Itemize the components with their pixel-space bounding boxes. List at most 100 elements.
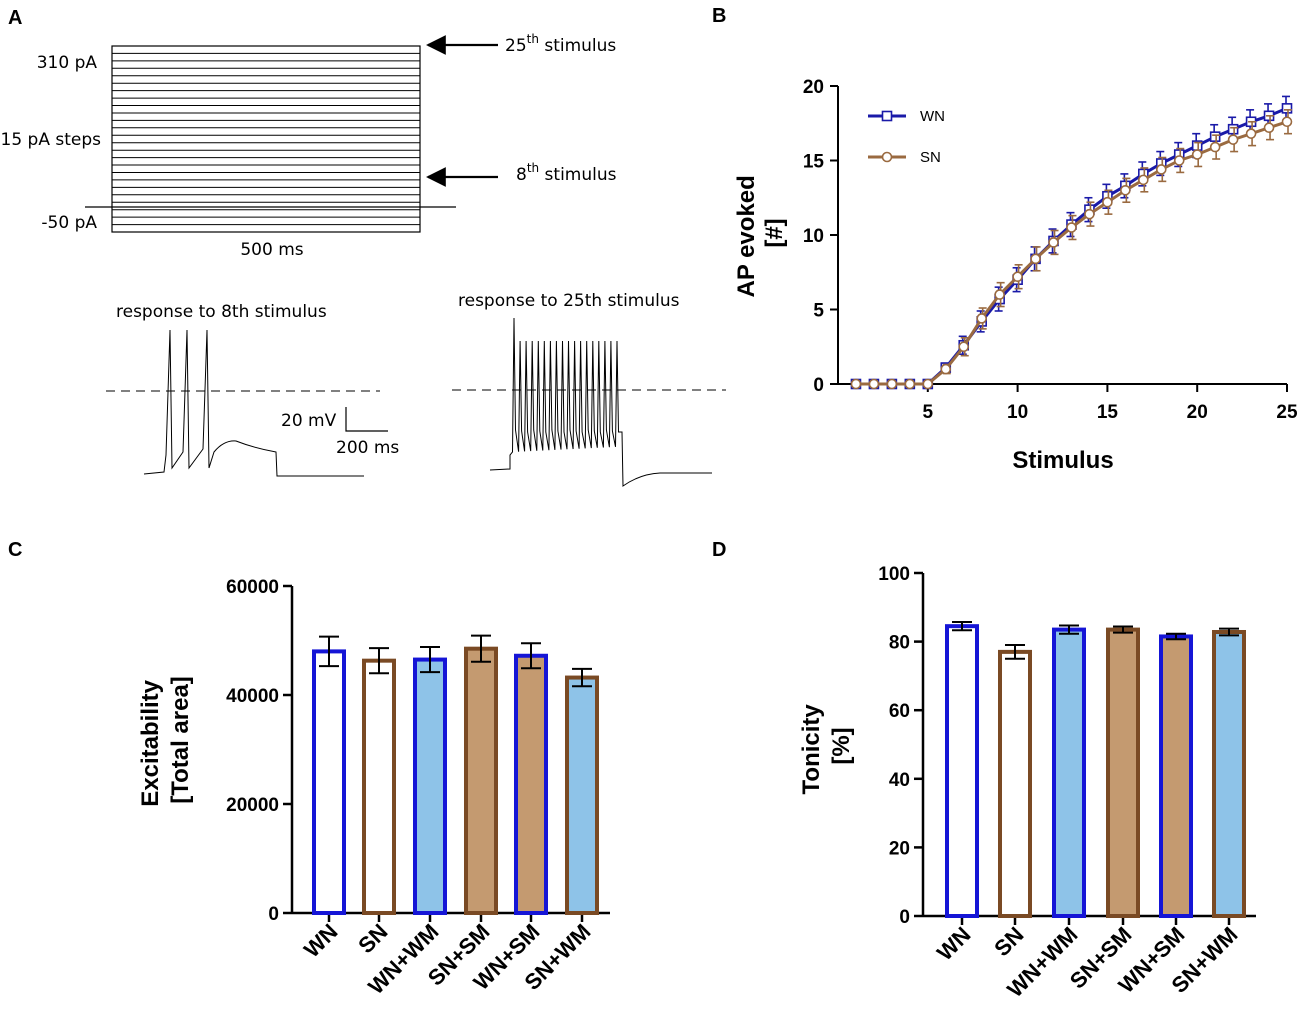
b-y-tick-label: 0: [813, 375, 824, 396]
b-point-sn: [886, 378, 898, 390]
c-y-tick-label: 0: [268, 904, 279, 925]
excitability-bars: [312, 634, 599, 916]
arrow-25th-label: 25th stimulus: [505, 32, 616, 56]
d-y-tick-label: 40: [889, 770, 910, 791]
stimulus-protocol-diagram: 310 pA 15 pA steps -50 pA 500 ms 25th st…: [1, 32, 617, 260]
ap-evoked-line-chart: 0 5 10 15 20 5 10 15 20 25 WN SN Stimulus AP evoke…: [733, 77, 1298, 474]
scale-time-label: 200 ms: [336, 438, 399, 458]
b-point-sn: [922, 378, 934, 390]
c-bar-wn-plus-sm: [514, 653, 548, 915]
b-point-sn: [1138, 174, 1149, 186]
b-point-sn: [1120, 185, 1131, 196]
b-point-sn: [1281, 116, 1293, 128]
c-bar-sn-plus-sm: [464, 646, 498, 915]
scale-bar: [345, 407, 388, 432]
c-y-tick-label: 60000: [226, 577, 279, 598]
protocol-box: [111, 45, 421, 233]
b-point-wn: [1281, 103, 1293, 114]
ap-evoked-legend: WN SN: [868, 108, 945, 166]
c-bar-wn-plus-wm: [413, 657, 447, 916]
b-legend-label-sn: SN: [920, 149, 941, 166]
step-size-label: 15 pA steps: [1, 130, 102, 150]
b-point-sn: [1030, 253, 1041, 265]
trace-25th-stimulus: [489, 317, 712, 487]
b-point-sn: [1048, 237, 1059, 248]
b-point-sn: [976, 313, 987, 324]
d-bar-sn: [998, 649, 1032, 918]
protocol-step-lines: [112, 52, 420, 226]
scale-voltage-label: 20 mV: [281, 411, 337, 431]
trace-8th-stimulus: [143, 329, 364, 477]
d-y-tick-label: 20: [889, 838, 910, 859]
c-bar-wn: [312, 649, 346, 916]
duration-label: 500 ms: [240, 240, 303, 260]
b-point-sn: [1173, 155, 1185, 166]
d-y-axis-title: Tonicity [%]: [798, 698, 855, 795]
top-current-label: 310 pA: [37, 53, 98, 73]
b-y-axis-title: AP evoked [#]: [733, 169, 788, 298]
b-y-tick-label: 15: [803, 152, 825, 173]
c-y-tick-label: 40000: [226, 686, 279, 707]
b-point-sn: [904, 378, 916, 390]
tonicity-bars: [945, 621, 1246, 919]
c-y-tick-label: 20000: [226, 795, 279, 816]
c-bar-sn-plus-wm: [565, 675, 599, 915]
b-point-sn: [1263, 122, 1275, 134]
b-point-sn: [958, 341, 970, 353]
b-point-sn: [940, 363, 952, 375]
d-category-label: WN: [932, 922, 976, 966]
panel-label-d: D: [712, 539, 726, 561]
ap-evoked-axes: 0 5 10 15 20 5 10 15 20 25: [803, 77, 1298, 423]
b-legend-marker-wn: [881, 110, 893, 122]
b-point-sn: [1245, 128, 1257, 139]
d-y-tick-label: 100: [878, 564, 910, 585]
b-point-sn: [850, 378, 862, 390]
ap-evoked-series: [850, 95, 1293, 390]
c-y-axis-title-line1: Excitability: [137, 679, 164, 806]
c-category-label: WN: [299, 919, 343, 963]
b-y-tick-label: 5: [813, 301, 824, 322]
right-trace-title: response to 25th stimulus: [458, 291, 680, 311]
d-y-axis-title-line1: Tonicity: [798, 704, 825, 795]
b-y-tick-label: 20: [803, 77, 824, 98]
b-point-sn: [1209, 141, 1221, 153]
c-y-axis-title-line2: [Total area]: [167, 676, 194, 804]
b-x-axis-title: Stimulus: [1012, 447, 1113, 474]
bottom-current-label: -50 pA: [41, 213, 97, 233]
b-y-axis-title-line1: AP evoked: [733, 175, 760, 297]
d-bar-wn-plus-sm: [1159, 634, 1193, 919]
left-trace-title: response to 8th stimulus: [116, 302, 327, 322]
panel-label-c: C: [8, 539, 22, 561]
arrow-8th-label: 8th stimulus: [516, 161, 617, 185]
b-x-tick-label: 25: [1276, 402, 1298, 423]
b-point-wn: [1209, 131, 1221, 142]
b-y-tick-label: 10: [803, 226, 824, 247]
b-legend-label-wn: WN: [920, 108, 945, 125]
c-category-label: SN: [353, 919, 392, 958]
b-point-sn: [1084, 208, 1095, 220]
b-x-tick-label: 10: [1007, 402, 1028, 423]
d-bar-sn-plus-sm: [1106, 627, 1140, 918]
d-y-tick-label: 0: [899, 907, 910, 928]
d-bar-sn-plus-wm: [1212, 629, 1246, 918]
d-bar-wn-plus-wm: [1052, 627, 1086, 918]
d-y-axis-title-line2: [%]: [828, 727, 855, 764]
b-point-sn: [1102, 196, 1113, 208]
d-y-tick-label: 60: [889, 701, 910, 722]
b-x-tick-label: 20: [1187, 402, 1208, 423]
d-bar-wn: [945, 624, 979, 918]
b-point-wn: [1227, 123, 1239, 135]
c-y-axis-title: Excitability [Total area]: [137, 673, 194, 806]
b-point-sn: [1227, 134, 1239, 145]
b-point-sn: [868, 378, 880, 390]
panel-label-a: A: [8, 7, 22, 29]
c-bar-sn: [362, 658, 396, 915]
b-point-sn: [1155, 164, 1167, 175]
b-y-axis-title-line2: [#]: [761, 218, 788, 247]
b-x-tick-label: 5: [923, 402, 934, 423]
b-point-sn: [1012, 271, 1023, 283]
b-x-tick-label: 15: [1097, 402, 1119, 423]
